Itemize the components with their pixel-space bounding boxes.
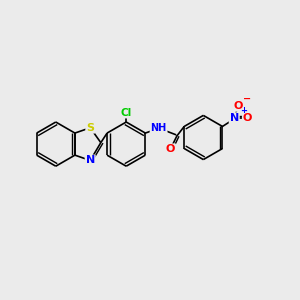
Text: N: N [85,155,95,166]
Text: O: O [243,113,252,123]
Text: Cl: Cl [121,108,132,118]
Text: NH: NH [151,123,167,133]
Text: S: S [86,123,94,133]
Text: O: O [233,101,242,111]
Text: N: N [230,113,239,123]
Text: +: + [240,106,247,115]
Text: −: − [243,94,251,104]
Text: O: O [166,144,175,154]
